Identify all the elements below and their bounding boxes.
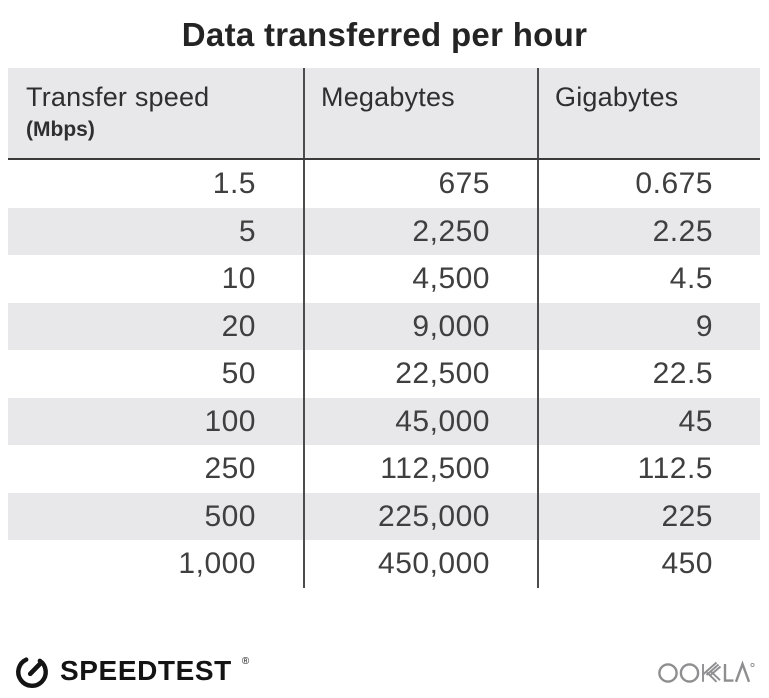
col-header-label: Megabytes [321,82,455,112]
table-body: 1.5 675 0.675 5 2,250 2.25 10 4,500 4.5 … [8,160,760,588]
ookla-wordmark-icon [657,656,757,686]
table-row: 50 22,500 22.5 [8,350,760,398]
cell-gigabytes: 4.5 [537,255,760,303]
cell-megabytes: 2,250 [303,207,537,255]
data-table: Transfer speed (Mbps) Megabytes Gigabyte… [8,68,760,588]
col-header-unit: (Mbps) [26,118,95,141]
cell-speed: 1,000 [178,547,256,580]
cell-speed: 250 [204,452,256,485]
cell-gigabytes: 45 [537,397,760,445]
cell-gigabytes: 9 [537,302,760,350]
table-row: 250 112,500 112.5 [8,445,760,493]
col-header-megabytes: Megabytes [303,68,537,158]
cell-gigabytes: 450 [537,540,760,588]
registered-trademark-icon: ® [241,656,250,667]
table-row: 500 225,000 225 [8,492,760,540]
table-header-row: Transfer speed (Mbps) Megabytes Gigabyte… [8,68,760,160]
table-row: 100 45,000 45 [8,397,760,445]
cell-megabytes: 9,000 [303,302,537,350]
cell-megabytes: 675 [303,160,537,208]
cell-speed: 5 [238,214,256,248]
cell-megabytes: 45,000 [303,397,537,445]
page-title: Data transferred per hour [181,16,588,53]
speedtest-wordmark: SPEEDTEST [60,655,232,686]
cell-speed: 20 [221,309,256,343]
table-row: 5 2,250 2.25 [8,207,760,255]
speedtest-gauge-icon [13,652,51,690]
cell-speed: 500 [204,499,256,533]
table-row: 1,000 450,000 450 [8,540,760,588]
cell-gigabytes: 2.25 [537,207,760,255]
speedtest-logo: SPEEDTEST ® [13,652,249,690]
cell-speed: 1.5 [212,167,256,200]
cell-speed: 100 [204,404,256,438]
cell-gigabytes: 112.5 [537,445,760,493]
cell-gigabytes: 0.675 [537,160,760,208]
table-row: 10 4,500 4.5 [8,255,760,303]
cell-gigabytes: 225 [537,492,760,540]
cell-megabytes: 450,000 [303,540,537,588]
ookla-logo [657,656,757,686]
footer: SPEEDTEST ® [13,650,757,692]
cell-speed: 10 [221,262,256,295]
col-header-label: Transfer speed [26,82,210,112]
cell-megabytes: 4,500 [303,255,537,303]
cell-megabytes: 112,500 [303,445,537,493]
cell-gigabytes: 22.5 [537,350,760,398]
cell-megabytes: 22,500 [303,350,537,398]
col-header-transfer-speed: Transfer speed (Mbps) [8,68,303,158]
cell-megabytes: 225,000 [303,492,537,540]
table-row: 1.5 675 0.675 [8,160,760,208]
col-header-gigabytes: Gigabytes [537,68,760,158]
col-header-label: Gigabytes [555,82,679,112]
cell-speed: 50 [221,357,256,390]
table-row: 20 9,000 9 [8,302,760,350]
